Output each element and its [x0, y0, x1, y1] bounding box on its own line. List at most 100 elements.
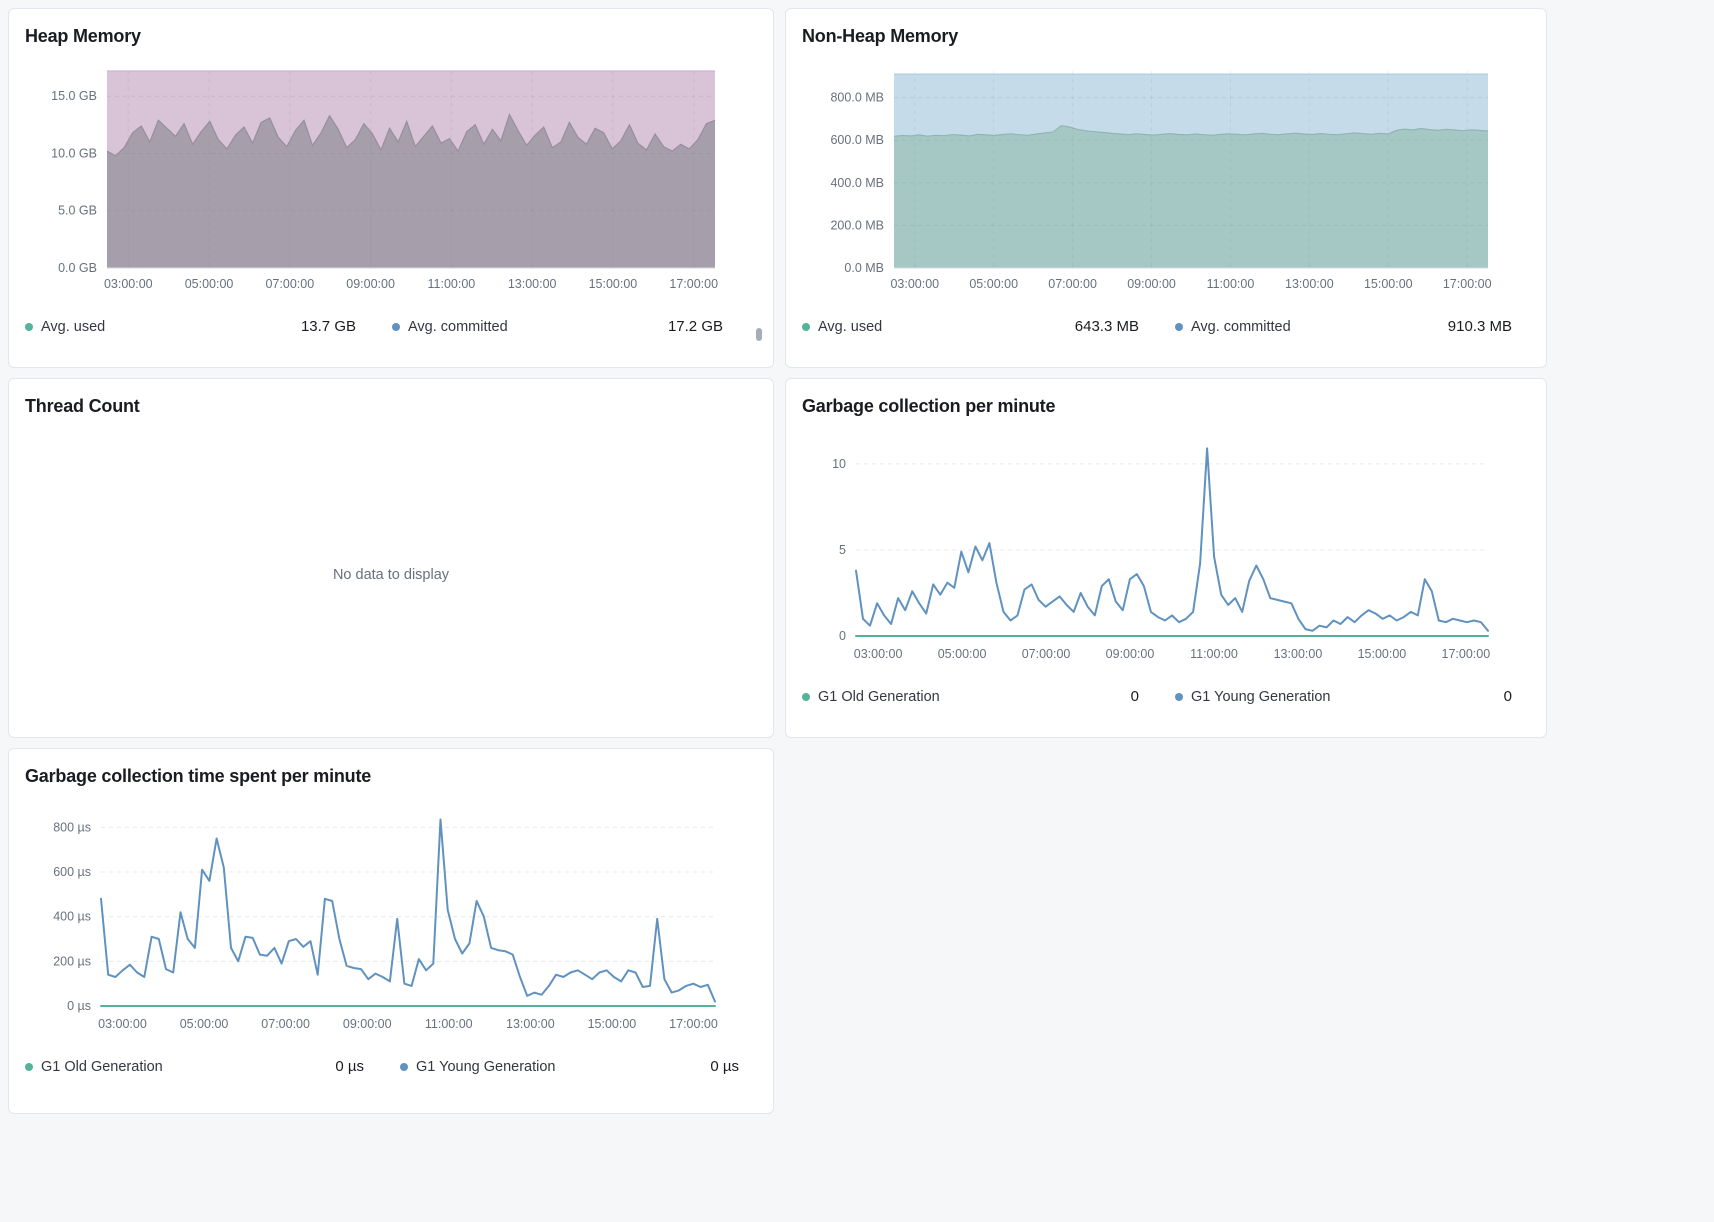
jvm-metrics-dashboard: Heap Memory 15.0 GB 10.0 GB 5.0 GB 0.0 GB 03…: [8, 8, 1547, 1114]
svg-text:400.0 MB: 400.0 MB: [830, 176, 884, 190]
svg-text:05:00:00: 05:00:00: [180, 1017, 229, 1031]
svg-text:5.0 GB: 5.0 GB: [58, 204, 97, 218]
legend-item-avg-committed[interactable]: Avg. committed 910.3 MB: [1175, 318, 1512, 335]
svg-text:07:00:00: 07:00:00: [261, 1017, 310, 1031]
svg-text:15.0 GB: 15.0 GB: [51, 89, 97, 103]
svg-text:07:00:00: 07:00:00: [1048, 277, 1097, 291]
svg-text:09:00:00: 09:00:00: [343, 1017, 392, 1031]
gc-per-minute-title: Garbage collection per minute: [802, 396, 1056, 416]
svg-text:0.0 GB: 0.0 GB: [58, 261, 97, 275]
svg-text:17:00:00: 17:00:00: [1443, 277, 1492, 291]
svg-text:03:00:00: 03:00:00: [98, 1017, 147, 1031]
legend-label: G1 Young Generation: [1191, 688, 1331, 705]
legend-item-g1-young[interactable]: G1 Young Generation 0 µs: [400, 1058, 739, 1075]
legend-item-avg-committed[interactable]: Avg. committed 17.2 GB: [392, 318, 723, 335]
svg-text:800 µs: 800 µs: [53, 820, 91, 834]
svg-text:15:00:00: 15:00:00: [589, 277, 638, 291]
svg-text:17:00:00: 17:00:00: [669, 1017, 718, 1031]
series-dot-blue: [392, 322, 400, 331]
panel-thread-count: Thread Count No data to display: [8, 378, 774, 738]
svg-text:11:00:00: 11:00:00: [425, 1017, 473, 1031]
svg-text:600.0 MB: 600.0 MB: [830, 133, 884, 147]
svg-text:11:00:00: 11:00:00: [1207, 277, 1255, 291]
heap-memory-title: Heap Memory: [25, 26, 141, 46]
gc-time-per-minute-chart[interactable]: 800 µs 600 µs 400 µs 200 µs 0 µs 03:00:00 05:0…: [25, 803, 757, 1036]
svg-text:09:00:00: 09:00:00: [346, 277, 395, 291]
panel-non-heap-memory: Non-Heap Memory 800.0 MB 600.0 MB 400.0 MB…: [785, 8, 1547, 368]
heap-memory-chart[interactable]: 15.0 GB 10.0 GB 5.0 GB 0.0 GB 03:00:00 05:00:…: [25, 63, 757, 296]
legend-label: G1 Old Generation: [41, 1058, 163, 1075]
series-dot-green: [25, 322, 33, 331]
legend-scrollbar-thumb[interactable]: [756, 328, 762, 341]
no-data-message: No data to display: [332, 567, 450, 583]
svg-text:09:00:00: 09:00:00: [1106, 647, 1155, 661]
panel-heap-memory: Heap Memory 15.0 GB 10.0 GB 5.0 GB 0.0 GB 03…: [8, 8, 774, 368]
svg-text:17:00:00: 17:00:00: [1442, 647, 1491, 661]
thread-count-title: Thread Count: [25, 396, 140, 416]
svg-text:15:00:00: 15:00:00: [1358, 647, 1407, 661]
legend-item-g1-young[interactable]: G1 Young Generation 0: [1175, 688, 1512, 705]
series-dot-green: [802, 692, 810, 701]
legend-value: 17.2 GB: [667, 318, 723, 335]
svg-text:05:00:00: 05:00:00: [969, 277, 1018, 291]
legend-label: Avg. committed: [408, 318, 508, 335]
legend-label: G1 Young Generation: [416, 1058, 556, 1075]
svg-text:600 µs: 600 µs: [53, 865, 91, 879]
legend-value: 0 µs: [335, 1058, 364, 1075]
non-heap-memory-chart[interactable]: 800.0 MB 600.0 MB 400.0 MB 200.0 MB 0.0 MB 03…: [802, 63, 1530, 296]
legend-item-avg-used[interactable]: Avg. used 13.7 GB: [25, 318, 356, 335]
legend-item-g1-old[interactable]: G1 Old Generation 0: [802, 688, 1139, 705]
svg-text:200.0 MB: 200.0 MB: [830, 218, 884, 232]
legend-value: 0 µs: [710, 1058, 739, 1075]
legend-item-g1-old[interactable]: G1 Old Generation 0 µs: [25, 1058, 364, 1075]
svg-text:800.0 MB: 800.0 MB: [830, 91, 884, 105]
gc-time-per-minute-legend: G1 Old Generation 0 µs G1 Young Generati…: [25, 1058, 757, 1075]
series-dot-blue: [1175, 322, 1183, 331]
svg-text:5: 5: [839, 543, 846, 557]
legend-value: 910.3 MB: [1447, 318, 1512, 335]
svg-text:0: 0: [839, 629, 846, 643]
svg-text:15:00:00: 15:00:00: [1364, 277, 1413, 291]
legend-label: Avg. used: [41, 318, 106, 335]
gc-time-per-minute-title: Garbage collection time spent per minute: [25, 766, 372, 786]
svg-text:05:00:00: 05:00:00: [185, 277, 234, 291]
legend-value: 0: [1130, 688, 1139, 705]
svg-text:10: 10: [832, 457, 846, 471]
series-dot-green: [802, 322, 810, 331]
legend-value: 13.7 GB: [300, 318, 356, 335]
legend-label: Avg. used: [818, 318, 883, 335]
svg-text:13:00:00: 13:00:00: [508, 277, 557, 291]
svg-text:03:00:00: 03:00:00: [104, 277, 153, 291]
heap-memory-legend: Avg. used 13.7 GB Avg. committed 17.2 GB: [25, 318, 757, 335]
legend-value: 643.3 MB: [1074, 318, 1139, 335]
svg-text:15:00:00: 15:00:00: [588, 1017, 637, 1031]
series-dot-blue: [400, 1062, 408, 1071]
non-heap-memory-title: Non-Heap Memory: [802, 26, 959, 46]
svg-text:0.0 MB: 0.0 MB: [844, 261, 884, 275]
svg-text:07:00:00: 07:00:00: [1022, 647, 1071, 661]
svg-text:13:00:00: 13:00:00: [1274, 647, 1323, 661]
svg-text:09:00:00: 09:00:00: [1127, 277, 1176, 291]
series-dot-blue: [1175, 692, 1183, 701]
legend-item-avg-used[interactable]: Avg. used 643.3 MB: [802, 318, 1139, 335]
svg-text:11:00:00: 11:00:00: [1190, 647, 1238, 661]
svg-text:10.0 GB: 10.0 GB: [51, 146, 97, 160]
svg-text:11:00:00: 11:00:00: [428, 277, 476, 291]
legend-label: G1 Old Generation: [818, 688, 940, 705]
svg-text:17:00:00: 17:00:00: [669, 277, 718, 291]
svg-text:400 µs: 400 µs: [53, 910, 91, 924]
svg-text:03:00:00: 03:00:00: [854, 647, 903, 661]
legend-value: 0: [1503, 688, 1512, 705]
svg-text:05:00:00: 05:00:00: [938, 647, 987, 661]
svg-text:200 µs: 200 µs: [53, 954, 91, 968]
svg-text:03:00:00: 03:00:00: [890, 277, 939, 291]
panel-gc-time-per-minute: Garbage collection time spent per minute…: [8, 748, 774, 1114]
svg-text:13:00:00: 13:00:00: [1285, 277, 1334, 291]
gc-per-minute-legend: G1 Old Generation 0 G1 Young Generation …: [802, 688, 1530, 705]
svg-text:0 µs: 0 µs: [67, 999, 91, 1013]
gc-per-minute-chart[interactable]: 10 5 0 03:00:00 05:00:00 07:00:00 09:00:00 11:0…: [802, 433, 1530, 666]
panel-gc-per-minute: Garbage collection per minute 10 5 0 03:00:…: [785, 378, 1547, 738]
svg-text:13:00:00: 13:00:00: [506, 1017, 555, 1031]
svg-text:07:00:00: 07:00:00: [265, 277, 314, 291]
legend-label: Avg. committed: [1191, 318, 1291, 335]
